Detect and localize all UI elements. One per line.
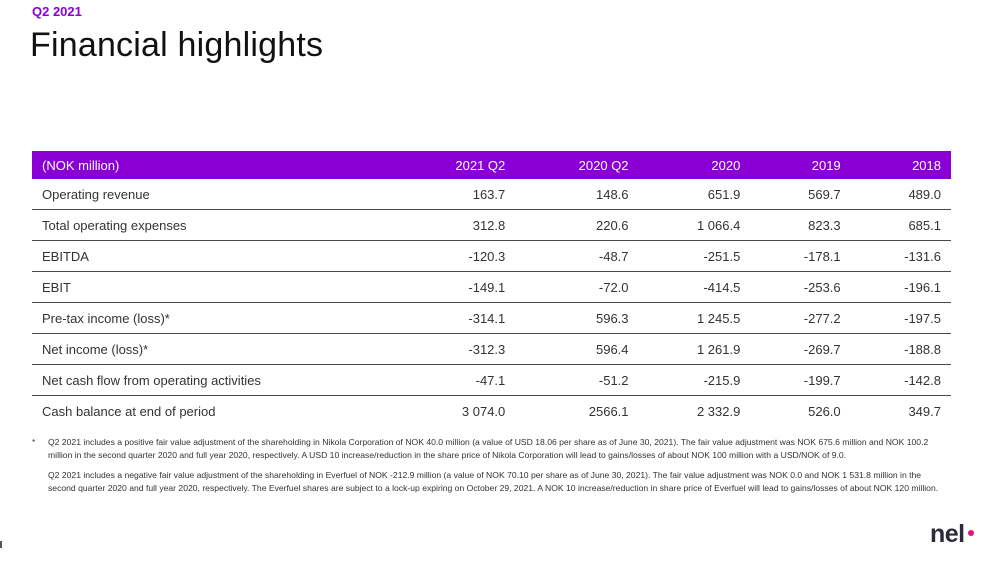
cell-value: -178.1 (750, 240, 851, 272)
nel-logo: nel (930, 520, 974, 549)
period-label: Q2 2021 (32, 4, 82, 19)
financial-table: (NOK million) 2021 Q2 2020 Q2 2020 2019 … (32, 151, 951, 426)
table-row: EBITDA -120.3 -48.7 -251.5 -178.1 -131.6 (32, 240, 951, 272)
table-row: Net income (loss)* -312.3 596.4 1 261.9 … (32, 333, 951, 365)
cell-value: -269.7 (750, 333, 851, 365)
cell-value: 651.9 (638, 179, 751, 210)
cell-value: 2 332.9 (696, 403, 741, 419)
cell-value: 2566.1 (588, 403, 629, 419)
footnote-text: Q2 2021 includes a negative fair value a… (48, 470, 939, 493)
cell-value: 489.0 (850, 179, 951, 210)
cell-value: -215.9 (638, 364, 751, 396)
cell-value: 823.3 (750, 209, 851, 241)
cell-value: 596.3 (515, 302, 639, 334)
column-header-2018: 2018 (912, 157, 941, 173)
footnote: Q2 2021 includes a negative fair value a… (32, 469, 942, 494)
cell-value: 3 074.0 (461, 403, 506, 419)
row-label: EBITDA (32, 240, 392, 272)
cell-value: -120.3 (392, 240, 516, 272)
row-label: Operating revenue (32, 179, 392, 210)
cell-value: -277.2 (750, 302, 851, 334)
footnotes: * Q2 2021 includes a positive fair value… (32, 436, 942, 502)
cell-value: 1 261.9 (638, 333, 751, 365)
cell-value: 312.8 (392, 209, 516, 241)
cell-value: -149.1 (392, 271, 516, 303)
column-header-2020: 2020 (711, 157, 741, 173)
cell-value: 349.7 (908, 403, 941, 419)
footnote-marker: * (32, 437, 36, 447)
row-label: Net income (loss)* (32, 333, 392, 365)
cell-value: -131.6 (850, 240, 951, 272)
row-label: Net cash flow from operating activities (32, 364, 392, 396)
cell-value: 596.4 (515, 333, 639, 365)
cell-value: -142.8 (850, 364, 951, 396)
cell-value: -196.1 (850, 271, 951, 303)
table-header-row: (NOK million) 2021 Q2 2020 Q2 2020 2019 … (32, 151, 951, 179)
cell-value: -253.6 (750, 271, 851, 303)
table-row: EBIT -149.1 -72.0 -414.5 -253.6 -196.1 (32, 271, 951, 303)
cell-value: 163.7 (392, 179, 516, 210)
table-row: Total operating expenses 312.8 220.6 1 0… (32, 209, 951, 241)
cell-value: 1 066.4 (638, 209, 751, 241)
cell-value: 220.6 (515, 209, 639, 241)
cell-value: -312.3 (392, 333, 516, 365)
cell-value: -188.8 (850, 333, 951, 365)
table-row: Cash balance at end of period 3 074.0 25… (32, 396, 951, 427)
row-label: Pre-tax income (loss)* (32, 302, 392, 334)
cell-value: -199.7 (750, 364, 851, 396)
cell-value: -414.5 (638, 271, 751, 303)
footnote: * Q2 2021 includes a positive fair value… (32, 436, 942, 461)
column-header-unit: (NOK million) (42, 157, 120, 173)
cell-value: 526.0 (808, 403, 841, 419)
edge-marker (0, 541, 2, 548)
logo-text: nel (930, 520, 965, 548)
cell-value: 1 245.5 (638, 302, 751, 334)
cell-value: 148.6 (515, 179, 639, 210)
logo-dot-icon (967, 530, 974, 536)
cell-value: 685.1 (850, 209, 951, 241)
cell-value: -72.0 (515, 271, 639, 303)
table-row: Pre-tax income (loss)* -314.1 596.3 1 24… (32, 302, 951, 334)
cell-value: -251.5 (638, 240, 751, 272)
row-label: Total operating expenses (32, 209, 392, 241)
table-row: Operating revenue 163.7 148.6 651.9 569.… (32, 179, 951, 210)
cell-value: 569.7 (750, 179, 851, 210)
row-label: EBIT (32, 271, 392, 303)
column-header-2020-q2: 2020 Q2 (578, 157, 629, 173)
table-row: Net cash flow from operating activities … (32, 364, 951, 396)
column-header-2019: 2019 (811, 157, 841, 173)
cell-value: -197.5 (850, 302, 951, 334)
cell-value: -314.1 (392, 302, 516, 334)
page-title: Financial highlights (30, 26, 324, 64)
row-label: Cash balance at end of period (42, 403, 216, 419)
footnote-text: Q2 2021 includes a positive fair value a… (48, 437, 929, 460)
cell-value: -48.7 (515, 240, 639, 272)
column-header-2021-q2: 2021 Q2 (455, 157, 506, 173)
cell-value: -51.2 (515, 364, 639, 396)
cell-value: -47.1 (392, 364, 516, 396)
